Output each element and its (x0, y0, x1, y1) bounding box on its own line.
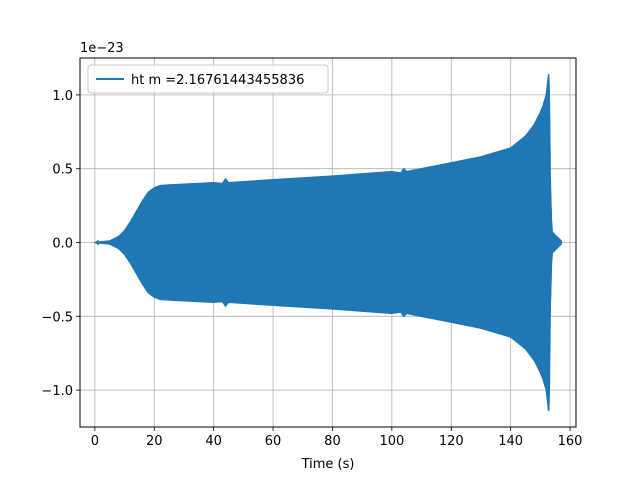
y-tick-label: −1.0 (41, 384, 73, 399)
y-tick-label: 0.5 (52, 163, 73, 178)
x-axis-label: Time (s) (301, 457, 355, 472)
plot-area (94, 74, 562, 411)
x-tick-label: 40 (205, 434, 222, 449)
x-tick-label: 60 (265, 434, 282, 449)
x-tick-label: 120 (439, 434, 464, 449)
x-tick-label: 100 (379, 434, 404, 449)
y-tick-label: −0.5 (41, 310, 73, 325)
x-tick-label: 80 (324, 434, 341, 449)
x-tick-label: 20 (146, 434, 163, 449)
x-tick-label: 0 (91, 434, 99, 449)
y-tick-label: 1.0 (52, 89, 73, 104)
waveform-envelope-fill (94, 74, 562, 411)
y-axis-ticks: −1.0 −0.5 0.0 0.5 1.0 (41, 89, 80, 399)
legend: ht m =2.16761443455836 (87, 64, 329, 94)
legend-box (87, 64, 329, 94)
x-tick-label: 140 (498, 434, 523, 449)
x-axis-ticks: 0 20 40 60 80 100 120 140 160 (91, 427, 583, 449)
y-tick-label: 0.0 (52, 237, 73, 252)
legend-label: ht m =2.16761443455836 (131, 73, 304, 88)
y-offset-label: 1e−23 (80, 41, 124, 56)
x-tick-label: 160 (558, 434, 583, 449)
